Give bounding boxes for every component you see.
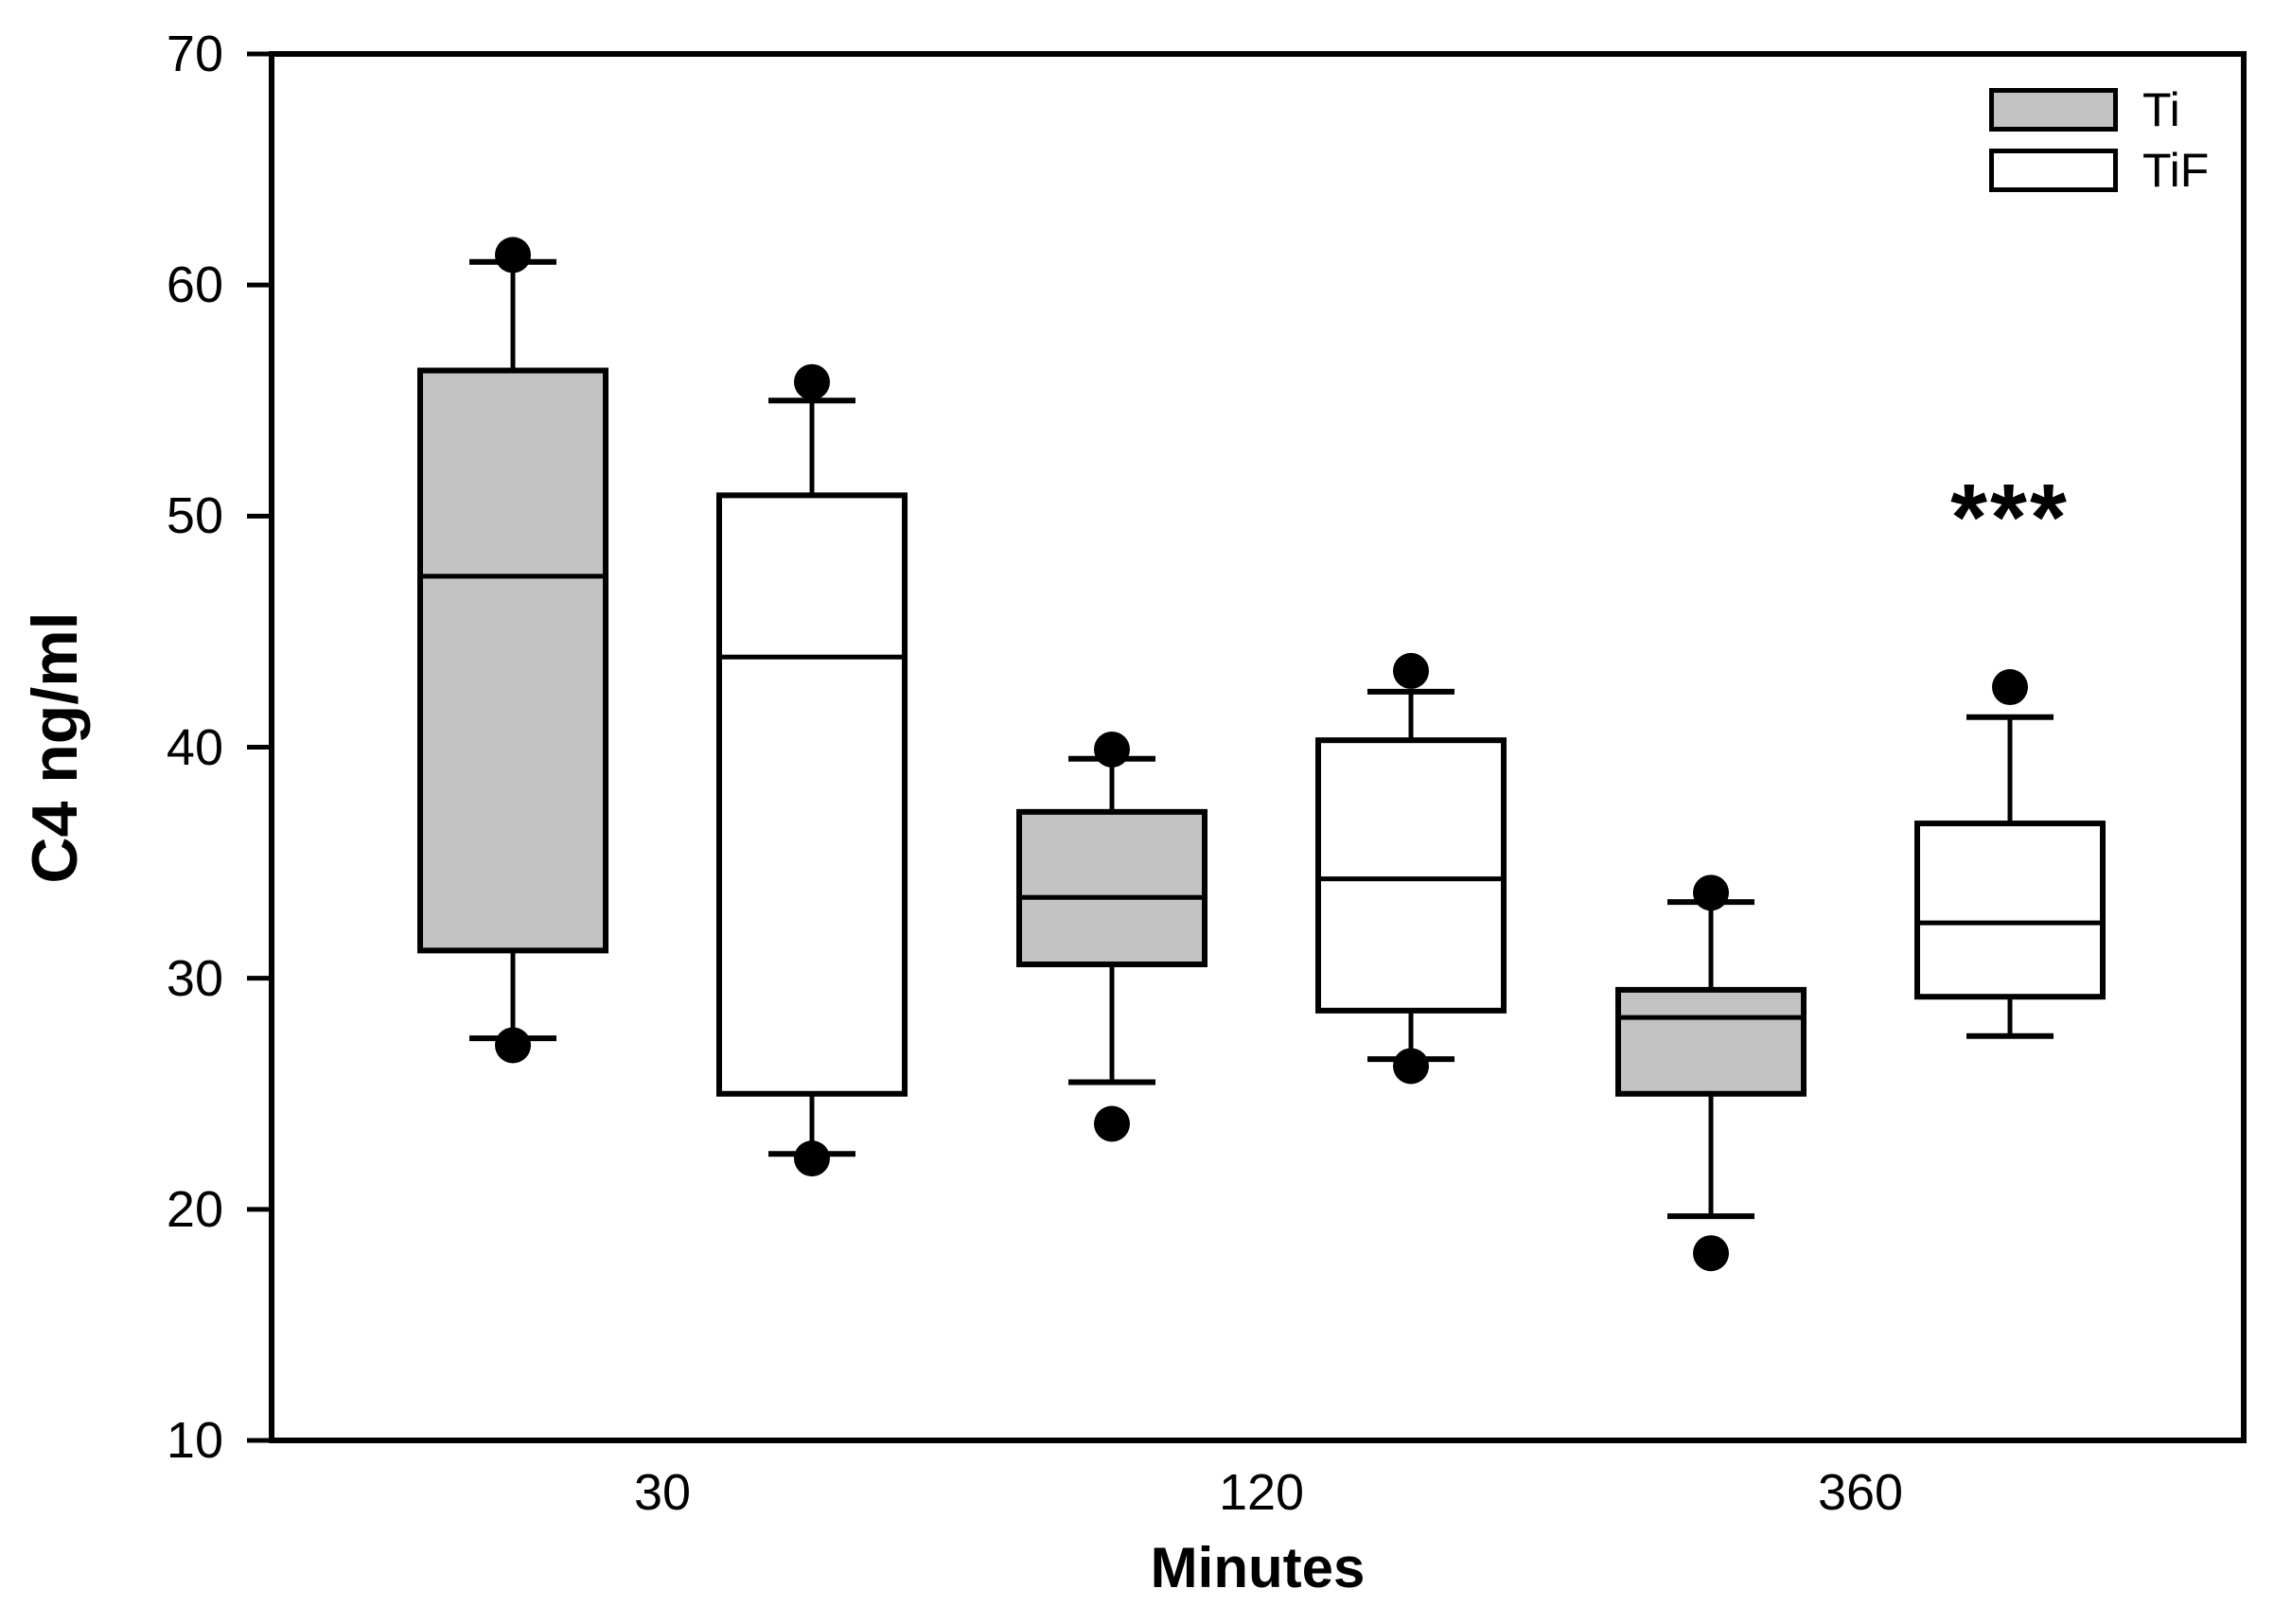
box-Ti-360 xyxy=(1615,874,1807,1272)
outlier-dot xyxy=(1094,731,1130,768)
legend: Ti TiF xyxy=(1989,83,2210,209)
box-Ti-120 xyxy=(1016,731,1208,1142)
box-TiF-30 xyxy=(716,363,908,1177)
y-tick-label: 70 xyxy=(166,26,223,82)
outlier-dot xyxy=(495,1027,531,1064)
y-axis-title: C4 ng/ml xyxy=(19,611,91,884)
x-category-label: 120 xyxy=(1218,1464,1305,1521)
y-tick-label: 50 xyxy=(166,487,223,545)
significance-marker: *** xyxy=(1950,464,2070,571)
iqr-box xyxy=(1615,986,1807,1097)
outlier-dot xyxy=(1693,1235,1729,1272)
outlier-dot xyxy=(1992,669,2028,706)
legend-label-Ti: Ti xyxy=(2142,83,2180,136)
outlier-dot xyxy=(1393,1048,1429,1085)
box-Ti-30 xyxy=(417,237,608,1064)
outlier-dot xyxy=(1693,874,1729,911)
iqr-box xyxy=(1315,737,1507,1014)
y-tick-label: 10 xyxy=(166,1412,223,1469)
iqr-box xyxy=(716,492,908,1097)
iqr-box xyxy=(417,367,608,954)
x-category-label: 30 xyxy=(633,1464,692,1521)
legend-label-TiF: TiF xyxy=(2142,144,2210,197)
legend-swatch-TiF xyxy=(1989,149,2118,192)
x-axis-title: Minutes xyxy=(1150,1536,1366,1599)
outlier-dot xyxy=(1393,652,1429,689)
outlier-dot xyxy=(794,363,830,400)
y-tick-label: 20 xyxy=(166,1180,223,1238)
outlier-dot xyxy=(495,237,531,274)
iqr-box xyxy=(1016,808,1208,968)
outlier-dot xyxy=(794,1140,830,1177)
box-TiF-120 xyxy=(1315,652,1507,1085)
legend-row-Ti: Ti xyxy=(1989,83,2209,136)
legend-row-TiF: TiF xyxy=(1989,144,2210,197)
x-category-label: 360 xyxy=(1817,1464,1904,1521)
outlier-dot xyxy=(1094,1105,1130,1142)
iqr-box xyxy=(1914,821,2106,1000)
legend-swatch-Ti xyxy=(1989,88,2118,132)
y-tick-label: 60 xyxy=(166,256,223,314)
box-TiF-360 xyxy=(1914,669,2106,1039)
y-tick-label: 30 xyxy=(166,949,223,1007)
y-tick-label: 40 xyxy=(166,718,223,776)
